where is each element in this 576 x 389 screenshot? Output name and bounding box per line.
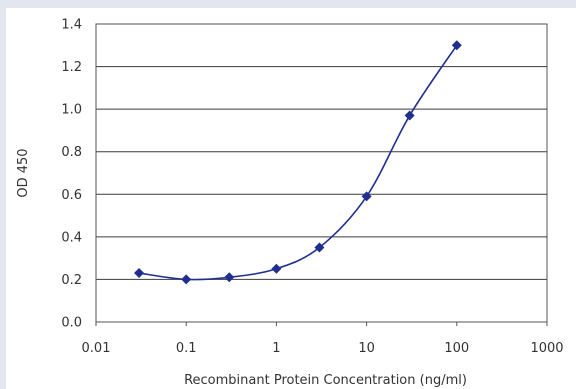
data-point-marker xyxy=(271,263,282,274)
y-tick-label: 1.4 xyxy=(61,18,82,33)
data-point-marker xyxy=(181,274,192,285)
x-tick-label: 0.01 xyxy=(82,341,111,356)
data-point-marker xyxy=(134,268,145,279)
x-axis-title: Recombinant Protein Concentration (ng/ml… xyxy=(184,373,467,388)
data-point-marker xyxy=(224,272,235,283)
x-axis-ticks: 0.01 0.1 1 10 100 1000 xyxy=(82,322,564,356)
y-tick-label: 0.6 xyxy=(61,188,82,203)
plot-area-border xyxy=(95,23,548,323)
x-tick-label: 100 xyxy=(444,341,469,356)
y-axis-ticks: 0.0 0.2 0.4 0.6 0.8 1.0 1.2 1.4 xyxy=(61,18,82,331)
top-border-strip xyxy=(0,0,576,8)
y-tick-label: 0.0 xyxy=(61,316,82,331)
y-tick-label: 0.4 xyxy=(61,230,82,245)
left-border-strip xyxy=(0,0,6,389)
x-tick-label: 10 xyxy=(358,341,375,356)
y-axis-title: OD 450 xyxy=(16,148,31,197)
y-tick-label: 0.2 xyxy=(61,273,82,288)
y-tick-label: 1.2 xyxy=(61,60,82,75)
data-point-marker xyxy=(314,242,325,253)
x-tick-label: 0.1 xyxy=(176,341,197,356)
data-point-marker xyxy=(361,191,372,202)
y-tick-label: 0.8 xyxy=(61,145,82,160)
x-tick-label: 1000 xyxy=(530,341,563,356)
x-tick-label: 1 xyxy=(272,341,280,356)
data-point-marker xyxy=(451,40,462,51)
y-tick-label: 1.0 xyxy=(61,103,82,118)
gridlines xyxy=(96,23,547,280)
data-point-marker xyxy=(404,110,415,121)
data-markers xyxy=(134,40,462,285)
series-line xyxy=(138,44,458,281)
